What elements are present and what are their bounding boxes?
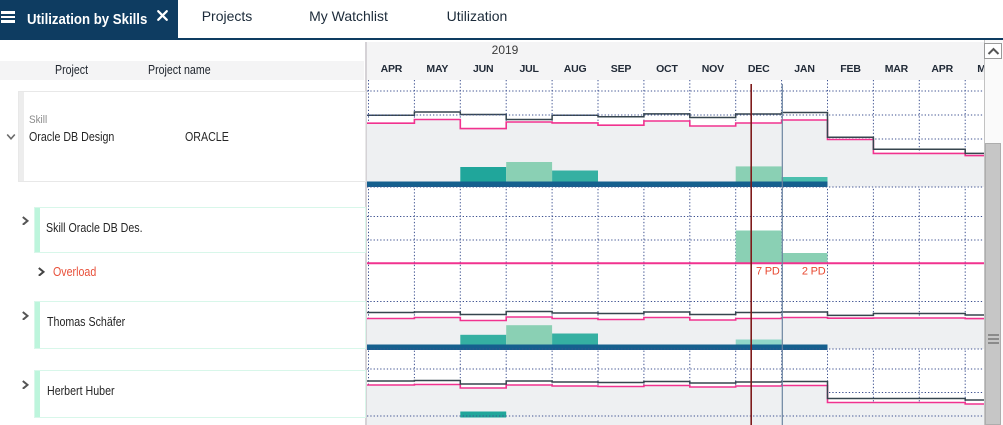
svg-text:2 PD: 2 PD <box>802 266 826 278</box>
svg-text:7 PD: 7 PD <box>756 266 780 278</box>
